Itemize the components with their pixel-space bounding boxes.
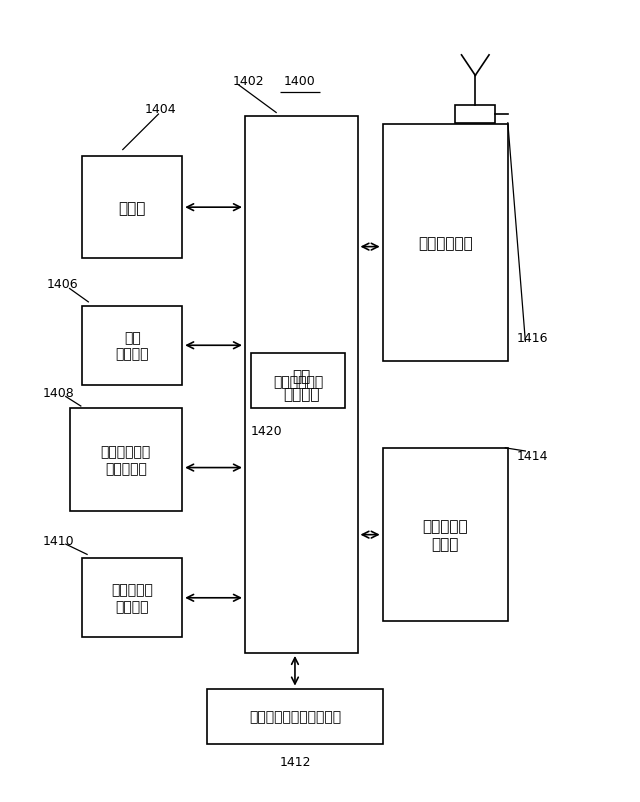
Bar [383,125,508,362]
Text: 1408: 1408 [42,387,74,399]
Bar [251,354,345,409]
Text: 1414: 1414 [517,450,548,463]
Text: 1404: 1404 [145,103,176,115]
Text: オーディオ
ユニット: オーディオ ユニット [111,583,153,613]
Text: 通信ユニット: 通信ユニット [418,236,472,251]
Text: 1416: 1416 [517,331,548,344]
Text: メモリ: メモリ [118,200,146,216]
Bar [82,156,182,259]
Text: Ｉ／Ｏインターフェース: Ｉ／Ｏインターフェース [249,709,341,723]
Bar [455,106,495,124]
Text: 1420: 1420 [251,424,283,437]
Bar [383,448,508,622]
Text: 1400: 1400 [284,75,316,88]
Text: 電源
ユニット: 電源 ユニット [115,330,149,361]
Text: 1410: 1410 [42,535,74,548]
Text: マルチメディ
アユニット: マルチメディ アユニット [100,445,151,476]
Text: 処理
ユニット: 処理 ユニット [283,369,319,402]
Bar [82,306,182,385]
Bar [207,689,383,743]
Text: 1406: 1406 [46,277,78,291]
Text: センサーユ
ニット: センサーユ ニット [422,519,468,551]
Bar [70,409,182,512]
Text: 1402: 1402 [232,75,264,88]
Text: 1412: 1412 [279,755,310,768]
Bar [82,559,182,638]
Bar [245,117,358,653]
Text: プロセッサー: プロセッサー [273,375,323,388]
